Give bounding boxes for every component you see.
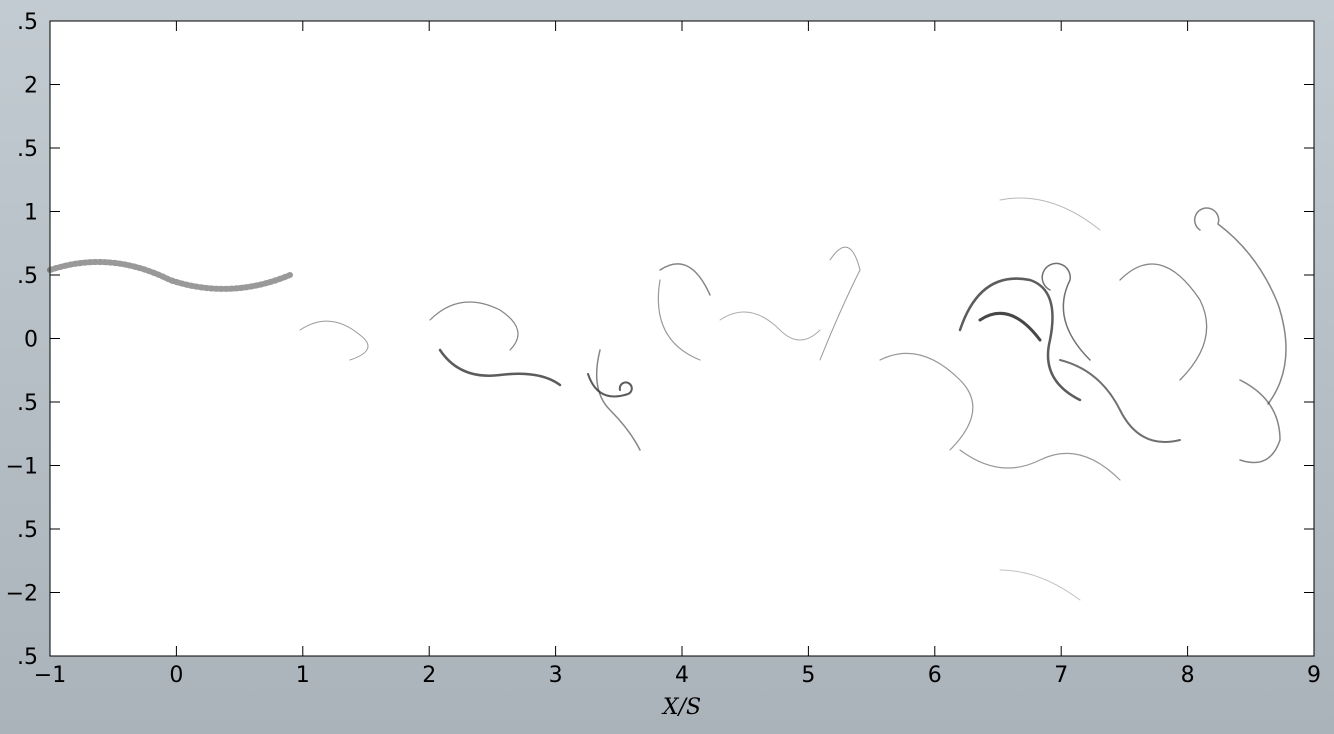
x-tick-label: −1 [34,663,66,688]
y-tick-label: .5 [17,10,38,35]
y-tick-label: −1 [6,455,38,480]
y-tick-label: .5 [17,137,38,162]
x-tick-label: 2 [422,663,436,688]
y-tick-label: .5 [17,391,38,416]
y-tick-label: .5 [17,518,38,543]
x-tick-label: 5 [801,663,815,688]
y-tick-label: 0 [24,328,38,353]
x-tick-label: 7 [1054,663,1068,688]
x-tick-label: 0 [169,663,183,688]
x-tick-label: 8 [1181,663,1195,688]
flow-visualization [47,197,1287,601]
y-tick-label: 2 [24,74,38,99]
x-tick-label: 4 [675,663,689,688]
x-tick-label: 3 [549,663,563,688]
x-tick-label: 6 [928,663,942,688]
y-tick-label: 1 [24,201,38,226]
y-tick-label: −2 [6,582,38,607]
x-axis-label: X/S [661,695,701,720]
plot-area [49,20,1315,657]
y-tick-label: .5 [17,264,38,289]
x-tick-label: 1 [296,663,310,688]
x-tick-label: 9 [1307,663,1321,688]
y-tick-label: .5 [17,645,38,670]
